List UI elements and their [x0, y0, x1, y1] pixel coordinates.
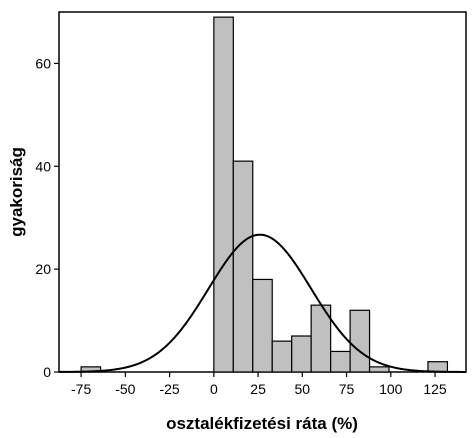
- x-tick-label: -50: [115, 381, 135, 397]
- y-tick-label: 20: [35, 261, 51, 277]
- histogram-bar: [330, 350, 351, 373]
- histogram-bar: [291, 335, 312, 373]
- histogram-bar: [368, 366, 390, 373]
- histogram-bar: [271, 340, 293, 373]
- x-tick-label: 100: [379, 381, 403, 397]
- x-tick-label: -75: [71, 381, 91, 397]
- y-axis-title: gyakoriság: [7, 147, 26, 237]
- y-axis-ticks: 0 20 40 60: [35, 55, 59, 380]
- x-tick-label: 25: [250, 381, 266, 397]
- y-tick-label: 0: [43, 364, 51, 380]
- y-tick-label: 40: [35, 158, 51, 174]
- x-axis-ticks: -75 -50 -25 0 25 50 75 100 125: [71, 372, 447, 397]
- x-tick-label: 0: [210, 381, 218, 397]
- histogram-bar: [349, 309, 371, 373]
- histogram-bar: [213, 16, 234, 373]
- y-tick-label: 60: [35, 55, 51, 71]
- histogram-bar: [252, 278, 273, 373]
- histogram-bar: [427, 361, 449, 373]
- x-axis-title: osztalékfizetési ráta (%): [166, 414, 358, 433]
- normal-curve: [58, 233, 467, 373]
- x-tick-label: 125: [423, 381, 447, 397]
- x-tick-label: 50: [295, 381, 311, 397]
- x-tick-label: -25: [159, 381, 179, 397]
- histogram-bars: [80, 16, 449, 373]
- histogram-bar: [232, 160, 254, 373]
- x-tick-label: 75: [339, 381, 355, 397]
